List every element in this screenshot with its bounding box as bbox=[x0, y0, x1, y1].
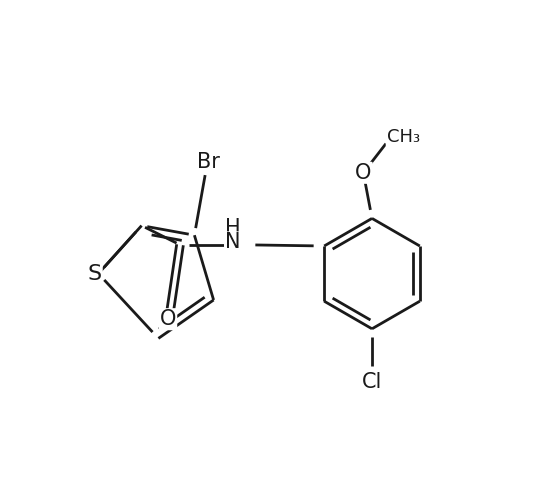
Text: N: N bbox=[225, 232, 241, 252]
Text: S: S bbox=[88, 264, 102, 284]
Text: CH₃: CH₃ bbox=[386, 128, 420, 146]
Text: O: O bbox=[160, 309, 176, 329]
Text: Br: Br bbox=[198, 152, 220, 172]
Text: H: H bbox=[225, 218, 241, 238]
Text: Cl: Cl bbox=[362, 372, 382, 392]
Text: O: O bbox=[355, 163, 371, 183]
